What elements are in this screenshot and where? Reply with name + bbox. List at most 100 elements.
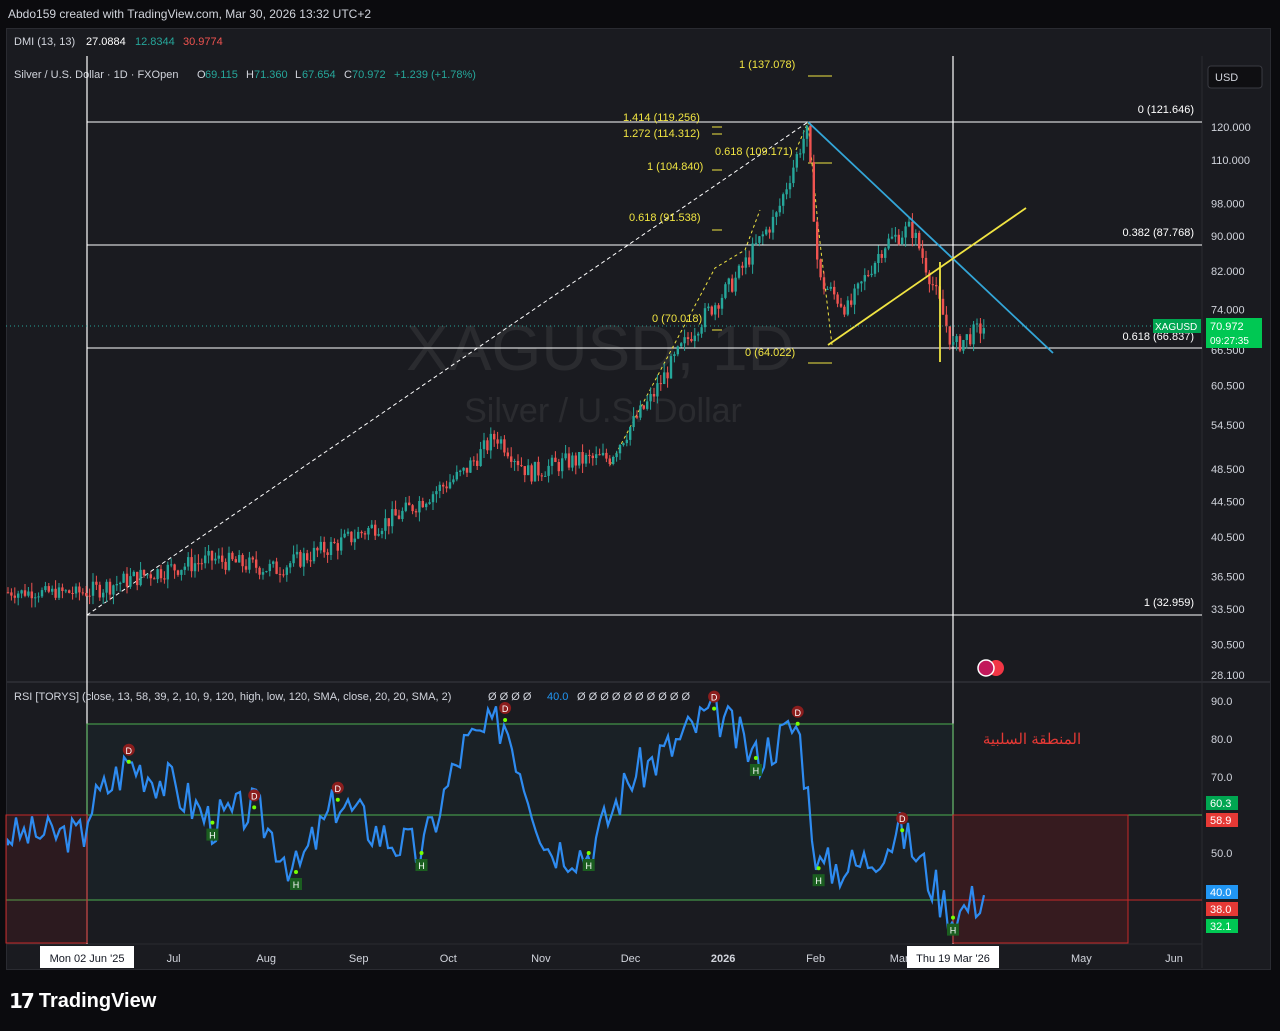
candle-body — [489, 433, 492, 451]
ascending-trendline[interactable] — [827, 207, 1027, 346]
ohlc-open: 69.115 — [205, 69, 238, 81]
candle-body — [578, 452, 581, 466]
candle-body — [928, 272, 931, 285]
candle-body — [958, 336, 962, 351]
candle-body — [550, 457, 554, 466]
candle-body — [503, 439, 506, 453]
candle-body — [714, 305, 717, 315]
candle-body — [737, 265, 741, 278]
candle-body — [255, 559, 258, 568]
negative-zone-note: المنطقة السلبية — [983, 731, 1081, 748]
candle-body — [476, 460, 479, 466]
rsi-markers: D H D H D H D H D H D H D H — [122, 690, 959, 936]
candle-body — [890, 236, 894, 239]
candle-body — [744, 257, 747, 268]
rsi-dots-2: Ø Ø Ø Ø Ø Ø Ø Ø Ø Ø — [577, 691, 691, 703]
candle-body — [625, 439, 628, 444]
candle-body — [119, 582, 122, 585]
candle-body — [357, 531, 360, 539]
candle-body — [523, 466, 526, 476]
candle-body — [408, 502, 411, 506]
ticker-tag-label: XAGUSD — [1155, 322, 1197, 333]
candle-body — [510, 456, 513, 462]
candle-body — [394, 509, 397, 516]
candle-body — [360, 531, 363, 534]
us-flag-icon[interactable] — [977, 659, 995, 677]
candle-body — [74, 586, 78, 594]
price-axis-tick: 40.500 — [1211, 532, 1245, 544]
candle-body — [78, 586, 81, 593]
candle-body — [306, 553, 309, 561]
candle-body — [190, 557, 193, 572]
candle-body — [635, 416, 639, 418]
time-axis-tick: Feb — [806, 953, 825, 965]
candle-body — [690, 339, 693, 342]
time-axis-tick: Aug — [256, 953, 276, 965]
currency-button[interactable] — [1207, 65, 1263, 89]
fib-ext-dash-1[interactable] — [609, 209, 761, 466]
rsi-hidden-marker-label: H — [209, 831, 216, 841]
price-tag — [1206, 318, 1262, 348]
descending-trendline[interactable] — [807, 121, 1054, 354]
candle-body — [754, 242, 758, 244]
rsi-divergence-marker-label: D — [126, 746, 133, 756]
candle-body — [952, 342, 955, 345]
rsi-hidden-marker-label: H — [293, 880, 300, 890]
candle-body — [591, 455, 594, 459]
candle-body — [782, 194, 785, 206]
rsi-pivot-dot — [712, 706, 717, 711]
candle-body — [241, 555, 244, 567]
candle-body — [370, 524, 373, 528]
rsi-pivot-dot — [795, 721, 800, 726]
candle-body — [23, 590, 27, 596]
candle-body — [527, 465, 530, 476]
time-axis-tick: Mar — [890, 953, 909, 965]
candle-body — [710, 306, 713, 315]
candle-body — [632, 416, 635, 428]
rsi-hidden-marker — [812, 874, 825, 887]
negative-zone-box[interactable] — [952, 814, 1129, 944]
candle-body — [656, 383, 659, 397]
candle-body — [540, 475, 543, 477]
price-axis-tick: 30.500 — [1211, 639, 1245, 651]
dashed-trend-line[interactable] — [86, 121, 809, 616]
tradingview-logo[interactable]: 17 TradingView — [9, 989, 156, 1013]
candle-body — [10, 592, 13, 596]
candle-body — [554, 457, 557, 462]
rsi-hidden-marker — [290, 878, 302, 890]
ohlc-change: +1.239 (+1.78%) — [394, 69, 476, 81]
candle-body — [860, 281, 863, 284]
rsi-hidden-marker-label: H — [815, 876, 822, 886]
candle-body — [248, 557, 251, 570]
candle-body — [180, 569, 183, 575]
candle-body — [571, 455, 574, 468]
candle-body — [669, 356, 673, 379]
rsi-range-box[interactable] — [86, 723, 954, 901]
rsi-line[interactable] — [6, 696, 986, 933]
dmi-plus: 12.8344 — [135, 36, 175, 48]
price-candles[interactable] — [6, 123, 985, 608]
date-tag-left: Mon 02 Jun '25 — [50, 953, 125, 965]
candle-body — [323, 541, 326, 553]
rsi-divergence-marker — [708, 690, 721, 703]
candle-body — [149, 574, 152, 579]
price-axis-tick: 98.000 — [1211, 199, 1245, 211]
candle-body — [136, 571, 139, 586]
candle-body — [333, 541, 336, 543]
candle-body — [479, 449, 482, 466]
candle-body — [649, 394, 652, 402]
candle-body — [969, 334, 972, 345]
candle-body — [197, 563, 200, 565]
price-axis[interactable]: 120.000110.00098.00090.00082.00074.00066… — [1211, 122, 1251, 682]
price-axis-tick: 44.500 — [1211, 497, 1245, 509]
rsi-divergence-marker-label: D — [335, 784, 342, 794]
chart-canvas[interactable]: DMI (13, 13) 27.0884 12.8344 30.9774 Sil… — [0, 0, 1280, 975]
candle-body — [153, 578, 156, 580]
price-axis-tick: 120.000 — [1211, 122, 1251, 134]
candle-body — [496, 439, 499, 444]
rsi-pivot-dot — [335, 797, 340, 802]
candle-body — [513, 461, 516, 462]
rsi-axis-tick: 80.0 — [1211, 734, 1232, 746]
time-axis-tick: Dec — [621, 953, 641, 965]
time-axis[interactable]: Jul Aug Sep Oct Nov Dec 2026 Feb Mar May Jun — [167, 953, 1183, 965]
